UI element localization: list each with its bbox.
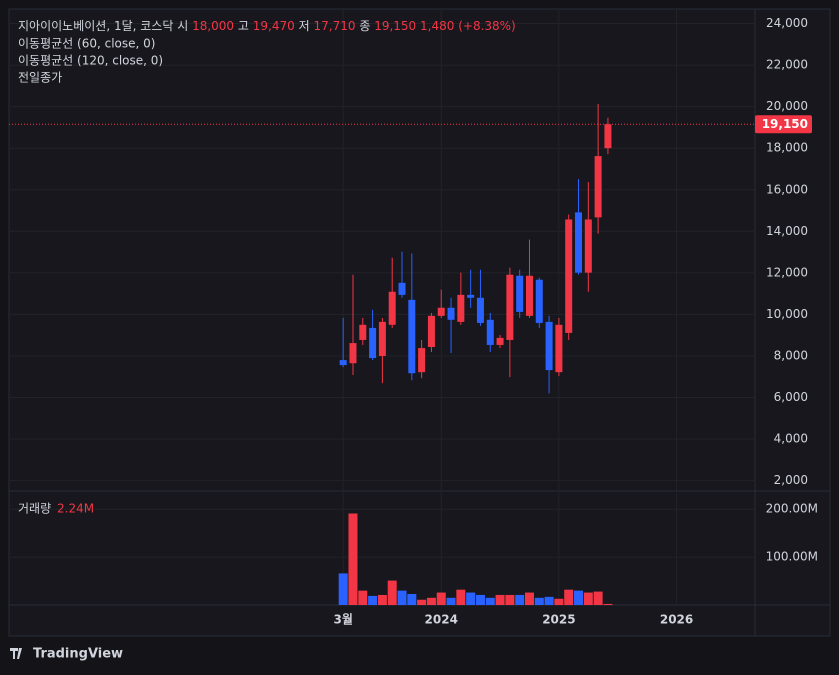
candle-body: [427, 315, 435, 348]
candle-body: [555, 324, 563, 373]
volume-bar: [515, 594, 525, 605]
volume-bar: [338, 573, 348, 605]
candle-body: [359, 324, 367, 340]
volume-bar: [387, 580, 397, 605]
ohlc-name: 시: [177, 19, 188, 33]
volume-bar: [564, 589, 574, 605]
volume-bar: [466, 592, 476, 605]
candle-body: [604, 124, 612, 149]
candle-body: [506, 274, 514, 340]
volume-bar: [505, 594, 515, 605]
ohlc-name: 고: [238, 19, 249, 33]
candle-body: [496, 337, 504, 345]
volume-last: 2.24M: [57, 502, 94, 516]
y-tick-label: 4,000: [774, 432, 808, 446]
logo: [10, 648, 22, 659]
indicator: 이동평균선 (120, close, 0): [18, 54, 163, 68]
candle-body: [408, 299, 416, 374]
price-tag: [755, 115, 812, 134]
brand: TradingView: [33, 647, 123, 662]
candle-body: [349, 343, 357, 364]
chart-frame: [8, 8, 831, 637]
candle-body: [594, 156, 602, 218]
y-tick-label: 22,000: [766, 58, 808, 72]
ohlc-value: 17,710: [313, 19, 355, 33]
volume-bar: [524, 592, 534, 605]
volume-bar: [593, 591, 603, 605]
candle-body: [467, 294, 475, 298]
volume-bar: [426, 597, 436, 605]
y-tick-label: 10,000: [766, 307, 808, 321]
candle-body: [378, 321, 386, 356]
candle-body: [369, 327, 377, 359]
ohlc-value: 19,150: [374, 19, 416, 33]
volume-bar: [446, 597, 456, 605]
candle-body: [476, 297, 484, 323]
candle-body: [418, 348, 426, 373]
candle-body: [584, 219, 592, 273]
volume-bar: [417, 599, 427, 605]
candle-body: [398, 282, 406, 295]
volume-bar: [368, 595, 378, 605]
y-tick-label: 16,000: [766, 182, 808, 196]
candle-body: [565, 219, 573, 333]
header: 지아이이노베이션, 1달, 코스닥 시 18,000 고 19,470 저 17…: [18, 19, 516, 33]
volume-bar: [397, 590, 407, 605]
candle-body: [516, 275, 524, 312]
x-tick-label: 3월: [333, 612, 352, 627]
volume-bar: [603, 603, 613, 605]
x-tick-label: 2025: [542, 613, 575, 627]
y-tick-label: 8,000: [774, 348, 808, 362]
y-tick-label: 6,000: [774, 390, 808, 404]
price-tag-label: 19,150: [762, 117, 808, 131]
title: 지아이이노베이션, 1달, 코스닥: [18, 19, 173, 33]
y-tick-label: 24,000: [766, 16, 808, 30]
volume-bar: [583, 592, 593, 605]
y-tick-label: 14,000: [766, 224, 808, 238]
indicator: 이동평균선 (60, close, 0): [18, 37, 155, 51]
volume-bar: [348, 513, 358, 605]
candle-body: [575, 212, 583, 273]
volume-bar: [436, 592, 446, 605]
volume-bar: [377, 594, 387, 605]
volume-bar: [407, 593, 417, 605]
ohlc-name: 종: [359, 19, 370, 33]
candle-body: [339, 360, 347, 366]
candle-body: [447, 307, 455, 320]
indicator: 전일종가: [18, 71, 62, 85]
volume-bar: [358, 590, 368, 605]
x-tick-label: 2026: [660, 613, 693, 627]
ohlc-name: 저: [299, 19, 310, 33]
volume-tick-label: 100.00M: [766, 550, 818, 564]
candle-body: [545, 321, 553, 371]
volume-tick-label: 200.00M: [766, 502, 818, 516]
volume-bar: [485, 597, 495, 605]
volume-bar: [574, 590, 584, 605]
volume-label: 거래량: [18, 502, 51, 516]
change-pct: (+8.38%): [458, 19, 516, 33]
ohlc-value: 19,470: [253, 19, 295, 33]
y-tick-label: 20,000: [766, 99, 808, 113]
ohlc-value: 18,000: [192, 19, 234, 33]
volume-bar: [495, 594, 505, 605]
candle-body: [437, 307, 445, 316]
candle-body: [388, 291, 396, 325]
volume-bar: [456, 589, 466, 605]
y-tick-label: 2,000: [774, 473, 808, 487]
candle-body: [535, 279, 543, 323]
candle-body: [457, 294, 465, 322]
x-tick-label: 2024: [425, 613, 458, 627]
volume-bar: [534, 597, 544, 605]
volume-bar: [544, 596, 554, 605]
change: 1,480: [420, 19, 454, 33]
y-tick-label: 12,000: [766, 265, 808, 279]
volume-bar: [475, 594, 485, 605]
y-tick-label: 18,000: [766, 141, 808, 155]
candle-body: [525, 275, 533, 316]
volume-bar: [554, 598, 564, 605]
candle-body: [486, 319, 494, 345]
